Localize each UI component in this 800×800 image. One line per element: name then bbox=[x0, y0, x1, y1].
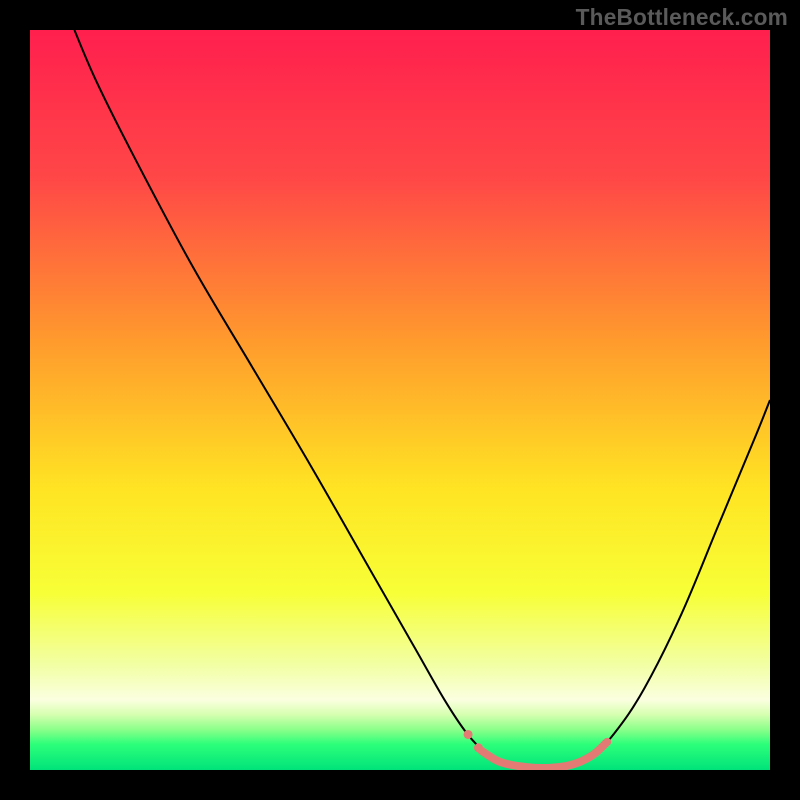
highlight-dot bbox=[464, 730, 473, 739]
chart-root: TheBottleneck.com bbox=[0, 0, 800, 800]
watermark-text: TheBottleneck.com bbox=[576, 4, 788, 31]
highlight-dot bbox=[474, 743, 483, 752]
bottleneck-chart bbox=[30, 30, 770, 770]
